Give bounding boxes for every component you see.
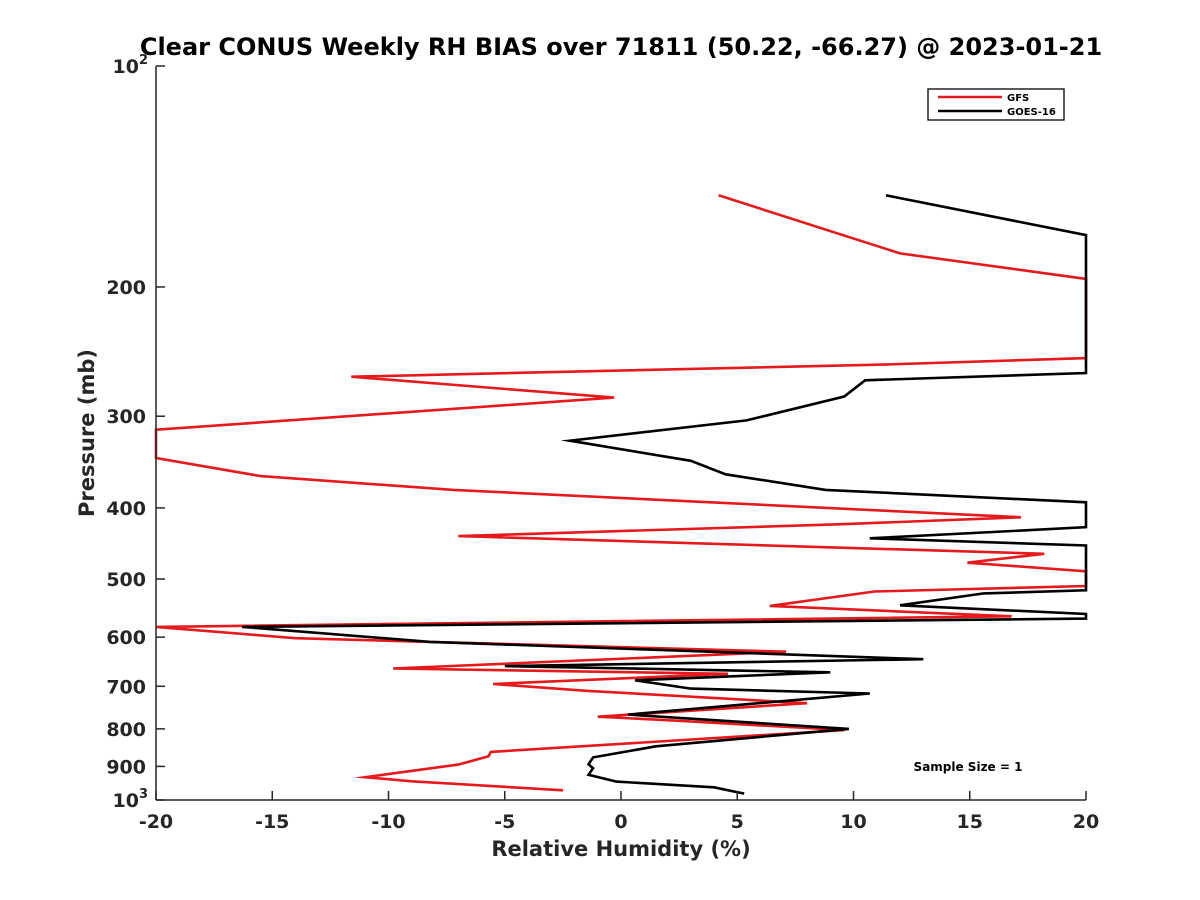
x-tick-label: 10 bbox=[840, 811, 866, 833]
series-line-gfs bbox=[154, 194, 1088, 792]
legend-label-gfs: GFS bbox=[1007, 93, 1029, 104]
series-layer bbox=[154, 194, 1088, 795]
plot-area: -20 -15 -10 -5 0 5 10 15 20 102 200 300 400 500 600 70… bbox=[106, 53, 1099, 833]
y-axis-ticks: 102 200 300 400 500 600 700 800 900 103 bbox=[106, 53, 165, 812]
y-tick-label: 800 bbox=[106, 719, 146, 741]
sample-size-annotation: Sample Size = 1 bbox=[914, 760, 1023, 774]
legend: GFS GOES-16 bbox=[927, 88, 1065, 121]
x-tick-label: -5 bbox=[494, 811, 515, 833]
y-tick-label: 500 bbox=[106, 569, 146, 591]
chart-title: Clear CONUS Weekly RH BIAS over 71811 (5… bbox=[140, 33, 1102, 61]
y-tick-label: 700 bbox=[106, 676, 146, 698]
y-tick-label: 200 bbox=[106, 277, 146, 299]
x-tick-label: 0 bbox=[614, 811, 627, 833]
x-tick-label: 20 bbox=[1073, 811, 1099, 833]
y-tick-label: 300 bbox=[106, 406, 146, 428]
x-tick-label: -15 bbox=[255, 811, 289, 833]
axes-background bbox=[156, 66, 1086, 800]
x-tick-label: 5 bbox=[731, 811, 744, 833]
y-tick-label: 103 bbox=[113, 787, 149, 812]
legend-label-goes16: GOES-16 bbox=[1007, 107, 1056, 118]
x-axis-ticks: -20 -15 -10 -5 0 5 10 15 20 bbox=[139, 791, 1099, 833]
x-tick-label: 15 bbox=[957, 811, 983, 833]
x-tick-label: -10 bbox=[371, 811, 405, 833]
y-tick-label: 600 bbox=[106, 627, 146, 649]
x-axis-label: Relative Humidity (%) bbox=[491, 837, 750, 861]
x-tick-label: -20 bbox=[139, 811, 173, 833]
y-tick-label: 900 bbox=[106, 756, 146, 778]
y-tick-label: 102 bbox=[113, 53, 149, 78]
series-line-goes16 bbox=[241, 194, 1088, 795]
y-axis-label: Pressure (mb) bbox=[75, 349, 99, 517]
legend-box bbox=[927, 88, 1065, 121]
y-tick-label: 400 bbox=[106, 498, 146, 520]
